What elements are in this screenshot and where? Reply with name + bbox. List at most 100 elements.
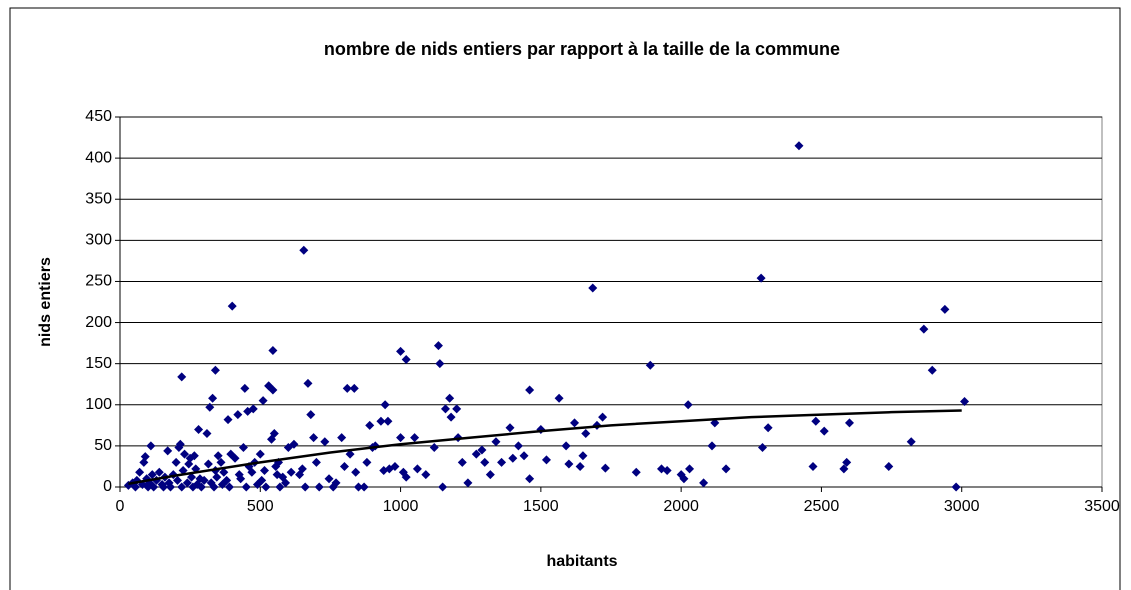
point (505, 423, 515, 433)
point (202, 429, 212, 439)
point (209, 482, 219, 492)
point (508, 453, 518, 463)
point (258, 396, 268, 406)
x-tick-label: 3000 (944, 498, 980, 515)
point (236, 474, 246, 484)
point (811, 416, 821, 426)
point (679, 474, 689, 484)
point (147, 470, 157, 480)
point (269, 429, 279, 439)
point (171, 457, 181, 467)
y-axis-label: nids entiers (37, 257, 54, 347)
point (219, 467, 229, 477)
point (412, 464, 422, 474)
point (149, 482, 159, 492)
point (261, 482, 271, 492)
point (401, 472, 411, 482)
y-tick-label: 50 (94, 437, 112, 454)
point (140, 452, 150, 462)
point (683, 400, 693, 410)
point (163, 446, 173, 456)
point (213, 451, 223, 461)
point (570, 418, 580, 428)
point (951, 482, 961, 492)
point (247, 467, 257, 477)
plot-area (119, 116, 1103, 488)
point (477, 445, 487, 455)
point (299, 245, 309, 255)
point (401, 355, 411, 365)
x-tick-label: 3500 (1084, 498, 1120, 515)
x-axis-label: habitants (546, 553, 617, 570)
point (645, 360, 655, 370)
y-tick-label: 150 (85, 355, 112, 372)
point (146, 441, 156, 451)
point (259, 466, 269, 476)
point (351, 467, 361, 477)
point (230, 453, 240, 463)
point (255, 449, 265, 459)
point (497, 457, 507, 467)
point (631, 467, 641, 477)
point (884, 461, 894, 471)
point (421, 470, 431, 480)
point (410, 433, 420, 443)
point (233, 410, 243, 420)
y-tick-label: 250 (85, 273, 112, 290)
point (471, 449, 481, 459)
point (339, 461, 349, 471)
point (224, 482, 234, 492)
point (189, 451, 199, 461)
point (275, 482, 285, 492)
point (525, 385, 535, 395)
point (383, 416, 393, 426)
point (919, 324, 929, 334)
x-tick-label: 2000 (663, 498, 699, 515)
point (819, 426, 829, 436)
point (187, 472, 197, 482)
point (554, 393, 564, 403)
point (435, 359, 445, 369)
y-tick-label: 350 (85, 190, 112, 207)
point (349, 383, 359, 393)
point (396, 433, 406, 443)
point (525, 474, 535, 484)
point (662, 466, 672, 476)
point (257, 475, 267, 485)
point (223, 415, 233, 425)
point (359, 482, 369, 492)
point (306, 410, 316, 420)
point (763, 423, 773, 433)
point (561, 441, 571, 451)
point (331, 478, 341, 488)
point (581, 429, 591, 439)
point (345, 449, 355, 459)
point (491, 437, 501, 447)
point (721, 464, 731, 474)
x-tick-label: 0 (116, 498, 125, 515)
point (839, 464, 849, 474)
point (342, 383, 352, 393)
point (130, 482, 140, 492)
point (485, 470, 495, 480)
x-tick-label: 500 (247, 498, 274, 515)
point (906, 437, 916, 447)
point (241, 482, 251, 492)
point (376, 416, 386, 426)
point (758, 443, 768, 453)
point (598, 412, 608, 422)
y-tick-label: 200 (85, 314, 112, 331)
point (303, 378, 313, 388)
point (222, 475, 232, 485)
point (320, 437, 330, 447)
point (240, 383, 250, 393)
point (210, 365, 220, 375)
point (177, 482, 187, 492)
point (212, 472, 222, 482)
point (205, 402, 215, 412)
point (199, 475, 209, 485)
point (158, 482, 168, 492)
chart-title: nombre de nids entiers par rapport à la … (324, 39, 840, 59)
point (842, 457, 852, 467)
point (135, 467, 145, 477)
